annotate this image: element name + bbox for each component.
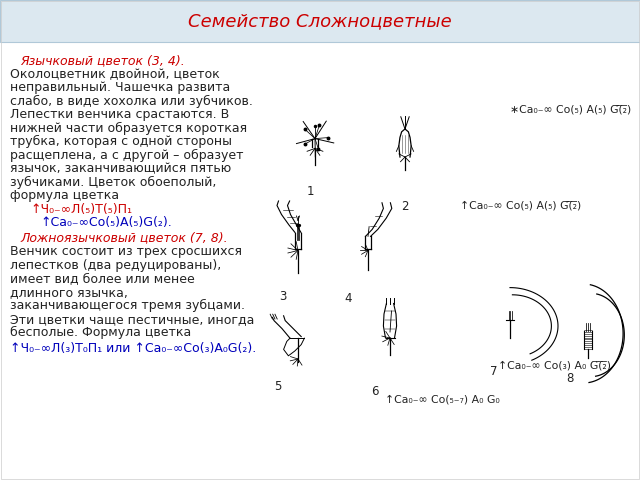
Text: заканчивающегося тремя зубцами.: заканчивающегося тремя зубцами. [10, 299, 245, 312]
Text: язычок, заканчивающийся пятью: язычок, заканчивающийся пятью [10, 162, 231, 175]
Text: длинного язычка,: длинного язычка, [10, 286, 128, 299]
Text: слабо, в виде хохолка или зубчиков.: слабо, в виде хохолка или зубчиков. [10, 95, 253, 108]
Text: ↑Ca₀₋∞ Co(₅) A(₅) G̅(̅₂̅): ↑Ca₀₋∞ Co(₅) A(₅) G̅(̅₂̅) [460, 200, 581, 210]
Text: 7: 7 [490, 365, 498, 378]
Text: Лепестки венчика срастаются. В: Лепестки венчика срастаются. В [10, 108, 229, 121]
Text: 2: 2 [401, 200, 409, 213]
Text: ↑Ca₀₋∞ Co(₃) A₀ G̅(̅₂̅): ↑Ca₀₋∞ Co(₃) A₀ G̅(̅₂̅) [498, 360, 611, 370]
Text: лепестков (два редуцированы),: лепестков (два редуцированы), [10, 259, 221, 272]
Text: Ложноязычковый цветок (7, 8).: Ложноязычковый цветок (7, 8). [20, 232, 228, 245]
Text: 5: 5 [275, 380, 282, 393]
Text: трубка, которая с одной стороны: трубка, которая с одной стороны [10, 135, 232, 148]
Text: 8: 8 [566, 372, 573, 385]
FancyBboxPatch shape [0, 0, 640, 42]
Text: ↑Ca₀₋∞ Co(₅₋₇) A₀ G₀: ↑Ca₀₋∞ Co(₅₋₇) A₀ G₀ [385, 395, 500, 405]
Text: формула цветка: формула цветка [10, 189, 119, 202]
Text: 6: 6 [371, 385, 379, 398]
Text: Венчик состоит из трех сросшихся: Венчик состоит из трех сросшихся [10, 245, 242, 258]
Text: Околоцветник двойной, цветок: Околоцветник двойной, цветок [10, 68, 220, 81]
Text: ↑Ч₀₋∞Л(₅)Т(₅)П₁: ↑Ч₀₋∞Л(₅)Т(₅)П₁ [30, 203, 132, 216]
Text: ↑Ч₀₋∞Л(₃)Т₀П₁ или ↑Ca₀₋∞Co(₃)A₀G(₂).: ↑Ч₀₋∞Л(₃)Т₀П₁ или ↑Ca₀₋∞Co(₃)A₀G(₂). [10, 342, 256, 355]
Text: имеет вид более или менее: имеет вид более или менее [10, 272, 195, 285]
Text: неправильный. Чашечка развита: неправильный. Чашечка развита [10, 81, 230, 94]
Text: ∗Ca₀₋∞ Co(₅) A(₅) G̅(̅₂̅): ∗Ca₀₋∞ Co(₅) A(₅) G̅(̅₂̅) [510, 105, 631, 115]
Text: бесполые. Формула цветка: бесполые. Формула цветка [10, 326, 191, 339]
Text: Язычковый цветок (3, 4).: Язычковый цветок (3, 4). [20, 54, 185, 67]
Text: 4: 4 [344, 292, 352, 305]
Text: зубчиками. Цветок обоеполый,: зубчиками. Цветок обоеполый, [10, 176, 216, 189]
Text: нижней части образуется короткая: нижней части образуется короткая [10, 122, 247, 135]
Text: ↑Ca₀₋∞Co(₅)A(₅)G(₂).: ↑Ca₀₋∞Co(₅)A(₅)G(₂). [40, 216, 172, 229]
Text: Семейство Сложноцветные: Семейство Сложноцветные [188, 12, 452, 30]
Text: расщеплена, а с другой – образует: расщеплена, а с другой – образует [10, 149, 243, 162]
Text: Эти цветки чаще пестичные, иногда: Эти цветки чаще пестичные, иногда [10, 313, 254, 326]
Text: 3: 3 [279, 290, 287, 303]
Text: 1: 1 [307, 185, 314, 198]
